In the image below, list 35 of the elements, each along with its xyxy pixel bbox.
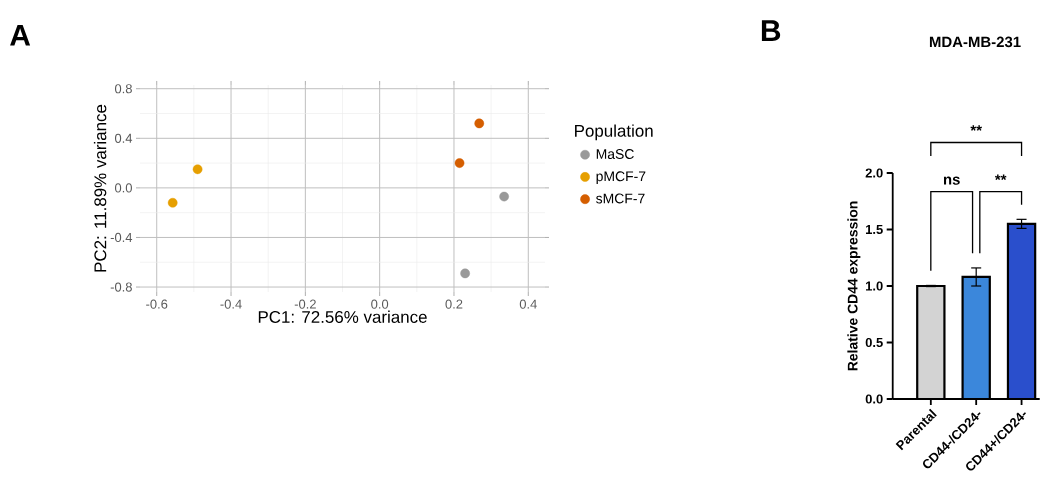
legend-label: MaSC xyxy=(596,149,634,159)
point xyxy=(192,164,203,175)
x-tick-label: 0.4 xyxy=(519,299,537,309)
y-tick-label: -0.4 xyxy=(110,232,133,243)
annotation: ** xyxy=(994,174,1007,181)
y-tick-label: 0.5 xyxy=(865,337,883,348)
y-tick-label: 0.8 xyxy=(114,84,132,94)
y-tick-label: 1.0 xyxy=(866,281,883,291)
x-axis-title: PC1: 72.56% variance xyxy=(258,310,427,323)
point xyxy=(167,197,178,208)
x-tick-label: -0.2 xyxy=(294,299,316,309)
y-tick-label: 1.5 xyxy=(866,224,883,235)
y-axis-title: Relative CD44 expression xyxy=(847,201,861,371)
text: B xyxy=(761,20,781,41)
y-tick-label: 2.0 xyxy=(865,168,883,178)
text: ** xyxy=(970,125,982,131)
chart-title: MDA-MB-231 xyxy=(929,36,1021,48)
y-tick-label: -0.8 xyxy=(110,282,132,292)
point xyxy=(460,268,470,279)
point xyxy=(499,191,509,202)
y-tick-label: 0.4 xyxy=(114,133,133,143)
legend-title: Population xyxy=(575,124,653,141)
x-tick-label: 0.0 xyxy=(371,299,389,309)
y-tick-label: 0.0 xyxy=(865,394,883,404)
legend-label: pMCF-7 xyxy=(596,171,646,184)
x-tick-label: -0.6 xyxy=(146,299,168,309)
y-axis-title: PC2: 11.89% variance xyxy=(93,104,107,272)
text: A xyxy=(10,25,31,46)
legend-label: sMCF-7 xyxy=(596,193,645,204)
annotation: ns xyxy=(943,176,960,185)
point xyxy=(454,158,465,168)
x-tick-label: 0.2 xyxy=(445,299,463,309)
y-tick-label: 0.0 xyxy=(114,183,132,193)
point xyxy=(474,118,485,129)
x-tick-label: -0.4 xyxy=(220,299,242,309)
